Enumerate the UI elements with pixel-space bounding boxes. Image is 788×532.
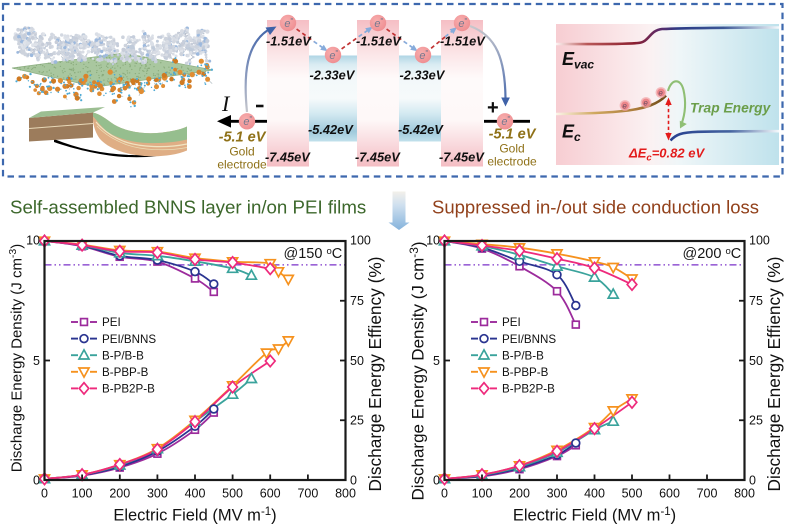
svg-text:50: 50 <box>749 354 763 368</box>
svg-text:PEI: PEI <box>502 316 521 329</box>
svg-text:400: 400 <box>584 487 605 501</box>
svg-text:@200 oC: @200 oC <box>683 246 742 262</box>
svg-text:10: 10 <box>426 234 440 248</box>
svg-text:I: I <box>221 91 231 116</box>
svg-text:25: 25 <box>749 414 763 428</box>
svg-text:600: 600 <box>260 487 281 501</box>
svg-text:Discharge Energy Effiency (%): Discharge Energy Effiency (%) <box>764 257 784 492</box>
svg-text:0: 0 <box>33 473 40 487</box>
svg-text:e: e <box>284 18 290 30</box>
svg-text:10: 10 <box>26 234 40 248</box>
svg-text:800: 800 <box>335 487 356 501</box>
svg-text:-: - <box>425 45 428 55</box>
svg-text:Electric Field (MV m-1): Electric Field (MV m-1) <box>113 506 276 525</box>
svg-text:100: 100 <box>472 487 493 501</box>
svg-text:e: e <box>622 101 627 110</box>
svg-text:5: 5 <box>33 354 40 368</box>
svg-text:300: 300 <box>147 487 168 501</box>
svg-text:200: 200 <box>109 487 130 501</box>
svg-text:200: 200 <box>509 487 530 501</box>
svg-text:100: 100 <box>749 234 770 248</box>
svg-text:Suppressed in-/out side conduc: Suppressed in-/out side conduction loss <box>432 197 759 218</box>
svg-text:0: 0 <box>441 487 448 501</box>
svg-text:500: 500 <box>222 487 243 501</box>
svg-text:75: 75 <box>749 294 763 308</box>
svg-text:5: 5 <box>433 354 440 368</box>
svg-text:300: 300 <box>547 487 568 501</box>
svg-text:PEI: PEI <box>102 316 121 329</box>
svg-text:-2.33eV: -2.33eV <box>400 68 446 83</box>
svg-text:e: e <box>643 98 648 107</box>
svg-text:electrode: electrode <box>487 155 537 169</box>
svg-text:PEI/BNNS: PEI/BNNS <box>102 333 156 346</box>
svg-text:Gold: Gold <box>499 142 524 156</box>
svg-text:e: e <box>458 18 464 30</box>
svg-text:B-PB2P-B: B-PB2P-B <box>102 383 155 396</box>
svg-text:100: 100 <box>72 487 93 501</box>
svg-text:-: - <box>249 112 252 122</box>
svg-text:-5.1 eV: -5.1 eV <box>489 127 537 143</box>
svg-text:e: e <box>329 50 335 62</box>
svg-text:700: 700 <box>697 487 718 501</box>
svg-text:-: - <box>380 13 383 23</box>
svg-text:PEI/BNNS: PEI/BNNS <box>502 333 556 346</box>
svg-text:-: - <box>507 112 510 122</box>
svg-text:e: e <box>374 18 380 30</box>
svg-text:100: 100 <box>350 234 371 248</box>
svg-text:B-P/B-B: B-P/B-B <box>502 349 544 362</box>
svg-text:Discharge Energy Density (J cm: Discharge Energy Density (J cm-3) <box>7 244 26 473</box>
svg-text:-: - <box>290 13 293 23</box>
svg-text:e: e <box>501 116 507 128</box>
svg-text:400: 400 <box>185 487 206 501</box>
svg-text:-2.33eV: -2.33eV <box>310 68 356 83</box>
svg-text:-1.51eV: -1.51eV <box>440 34 486 49</box>
svg-text:-1.51eV: -1.51eV <box>356 34 402 49</box>
svg-text:0: 0 <box>350 473 357 487</box>
svg-text:25: 25 <box>350 414 364 428</box>
svg-text:Trap Energy: Trap Energy <box>690 101 772 116</box>
svg-text:Discharge Energy Density (J cm: Discharge Energy Density (J cm-3) <box>407 241 428 500</box>
svg-text:-5.1 eV: -5.1 eV <box>219 130 267 146</box>
svg-text:800: 800 <box>734 487 755 501</box>
svg-text:Electric Field (MV m-1): Electric Field (MV m-1) <box>513 506 676 525</box>
svg-text:-: - <box>464 13 467 23</box>
svg-text:e: e <box>243 116 249 128</box>
svg-text:B-PB2P-B: B-PB2P-B <box>502 383 555 396</box>
svg-text:0: 0 <box>749 473 756 487</box>
svg-text:Self-assembled BNNS layer in/o: Self-assembled BNNS layer in/on PEI film… <box>10 197 366 218</box>
svg-text:-5.42eV: -5.42eV <box>308 122 354 137</box>
svg-text:0: 0 <box>433 473 440 487</box>
svg-text:Gold: Gold <box>229 145 254 159</box>
svg-text:Discharge Energy Effiency (%): Discharge Energy Effiency (%) <box>365 257 385 492</box>
svg-text:-: - <box>335 45 338 55</box>
svg-text:electrode: electrode <box>217 158 267 172</box>
svg-text:-7.45eV: -7.45eV <box>439 150 485 165</box>
svg-text:e: e <box>419 50 425 62</box>
svg-text:700: 700 <box>297 487 318 501</box>
svg-text:-5.42eV: -5.42eV <box>398 122 444 137</box>
svg-text:B-P/B-B: B-P/B-B <box>102 349 144 362</box>
svg-text:e: e <box>658 88 663 97</box>
svg-text:75: 75 <box>350 294 364 308</box>
svg-text:B-PBP-B: B-PBP-B <box>102 366 149 379</box>
svg-text:-1.51eV: -1.51eV <box>266 34 312 49</box>
svg-text:600: 600 <box>659 487 680 501</box>
svg-text:-7.45eV: -7.45eV <box>355 150 401 165</box>
svg-text:+: + <box>487 97 499 119</box>
svg-text:50: 50 <box>350 354 364 368</box>
svg-text:500: 500 <box>622 487 643 501</box>
svg-text:@150 oC: @150 oC <box>284 246 343 262</box>
svg-text:-7.45eV: -7.45eV <box>265 150 311 165</box>
svg-text:0: 0 <box>41 487 48 501</box>
svg-text:B-PBP-B: B-PBP-B <box>502 366 549 379</box>
